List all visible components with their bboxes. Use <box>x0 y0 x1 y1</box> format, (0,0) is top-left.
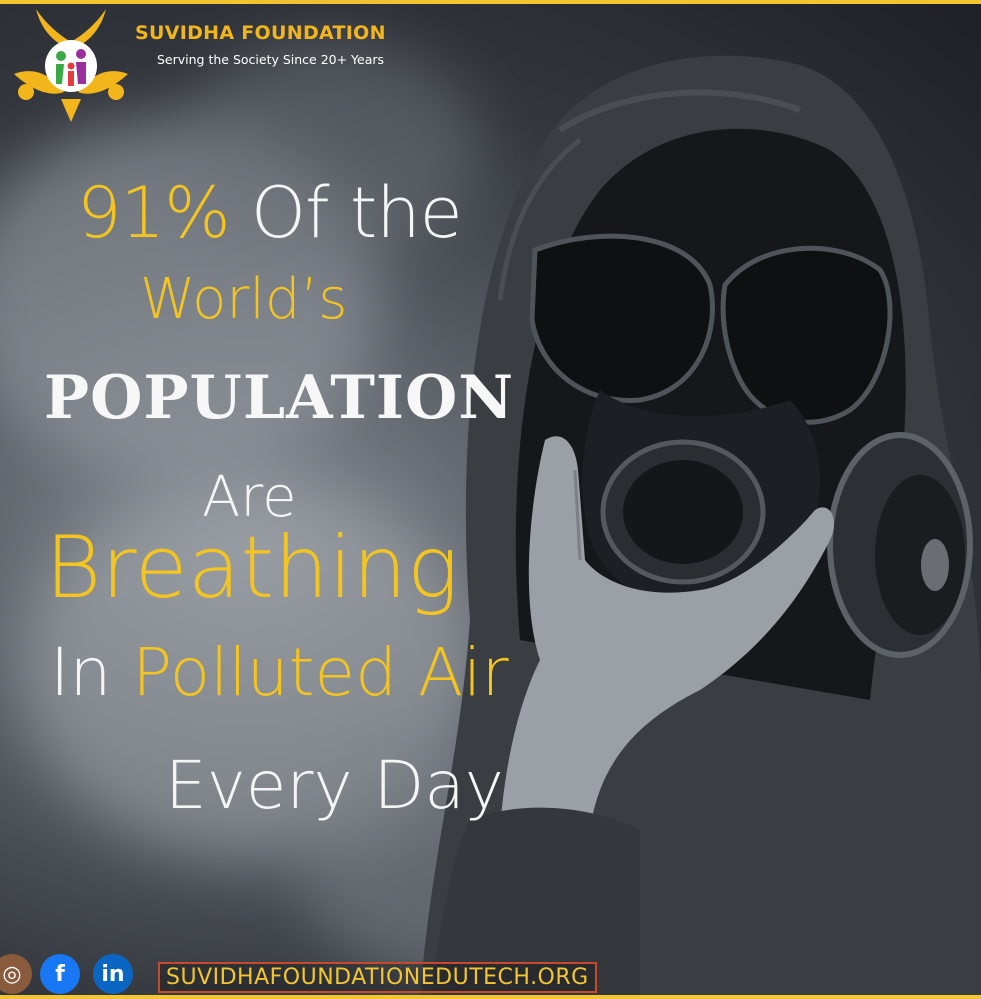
smoke-cloud <box>180 40 480 260</box>
headline-breathing: Breathing <box>45 518 459 618</box>
linkedin-glyph: in <box>101 961 125 987</box>
headline-line-6: In Polluted Air <box>50 640 509 706</box>
headline-every-day: Every Day <box>165 747 504 824</box>
headline-worlds: World’s <box>140 267 348 332</box>
brand-name: SUVIDHA FOUNDATION <box>135 22 386 44</box>
headline-in: In <box>50 634 112 711</box>
instagram-icon[interactable]: ◎ <box>0 954 32 994</box>
headline-population: POPULATION <box>44 363 515 433</box>
facebook-icon[interactable]: f <box>40 954 80 994</box>
headline-are: Are <box>202 465 297 530</box>
instagram-glyph: ◎ <box>2 961 22 987</box>
facebook-glyph: f <box>55 961 65 987</box>
headline-of-the: Of the <box>250 172 463 254</box>
headline-polluted-air: Polluted Air <box>132 634 509 711</box>
website-link[interactable]: SUVIDHAFOUNDATIONEDUTECH.ORG <box>158 962 597 993</box>
top-border <box>0 0 981 4</box>
headline-percent: 91% <box>77 172 231 254</box>
headline-line-1: 91% Of the <box>77 178 463 248</box>
bottom-border <box>0 995 981 999</box>
logo-icon <box>14 9 128 122</box>
brand-tagline: Serving the Society Since 20+ Years <box>157 52 385 67</box>
linkedin-icon[interactable]: in <box>93 954 133 994</box>
